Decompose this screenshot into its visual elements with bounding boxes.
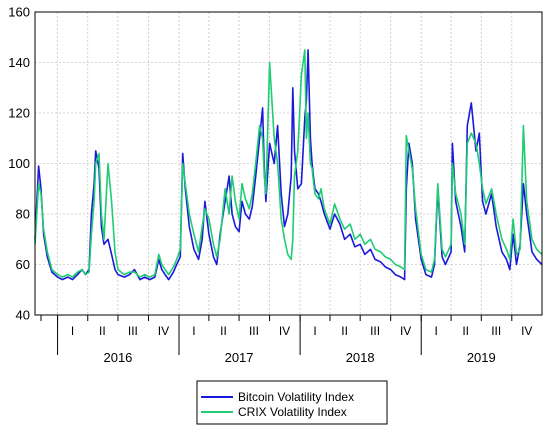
x-quarter-label: III: [249, 324, 259, 338]
series-line-crix: [34, 49, 543, 278]
y-tick-label: 40: [16, 308, 30, 323]
x-quarter-label: IV: [400, 324, 411, 338]
x-quarter-label: IV: [279, 324, 290, 338]
y-tick-label: 100: [8, 156, 30, 171]
y-tick-label: 140: [8, 55, 30, 70]
y-tick-label: 120: [8, 106, 30, 121]
x-quarter-label: IV: [521, 324, 532, 338]
series-layer: [34, 49, 543, 281]
y-tick-label: 80: [16, 207, 30, 222]
x-quarter-label: II: [341, 324, 348, 338]
x-quarter-label: III: [128, 324, 138, 338]
x-quarter-label: I: [71, 324, 74, 338]
plot-frame: [34, 11, 543, 316]
x-quarter-label: III: [370, 324, 380, 338]
x-quarter-label: II: [462, 324, 469, 338]
y-axis: 40 60 80 100 120 140 160: [8, 5, 30, 323]
x-quarter-label: II: [220, 324, 227, 338]
legend: Bitcoin Volatility Index CRIX Volatility…: [196, 380, 388, 425]
legend-label-crix: CRIX Volatility Index: [238, 405, 347, 419]
x-quarter-label: I: [313, 324, 316, 338]
x-quarter-label: I: [434, 324, 437, 338]
x-year-label: 2018: [346, 350, 375, 365]
x-year-label: 2019: [467, 350, 496, 365]
legend-label-bitcoin: Bitcoin Volatility Index: [238, 390, 354, 404]
vertical-gridlines: [57, 12, 513, 315]
x-year-label: 2016: [103, 350, 132, 365]
x-quarter-label: II: [99, 324, 106, 338]
y-tick-label: 160: [8, 5, 30, 20]
x-quarter-label: IV: [158, 324, 169, 338]
legend-box: [196, 380, 388, 425]
x-quarter-label: III: [491, 324, 501, 338]
x-year-label: 2017: [225, 350, 254, 365]
y-tick-label: 60: [16, 257, 30, 272]
x-quarter-label: I: [192, 324, 195, 338]
